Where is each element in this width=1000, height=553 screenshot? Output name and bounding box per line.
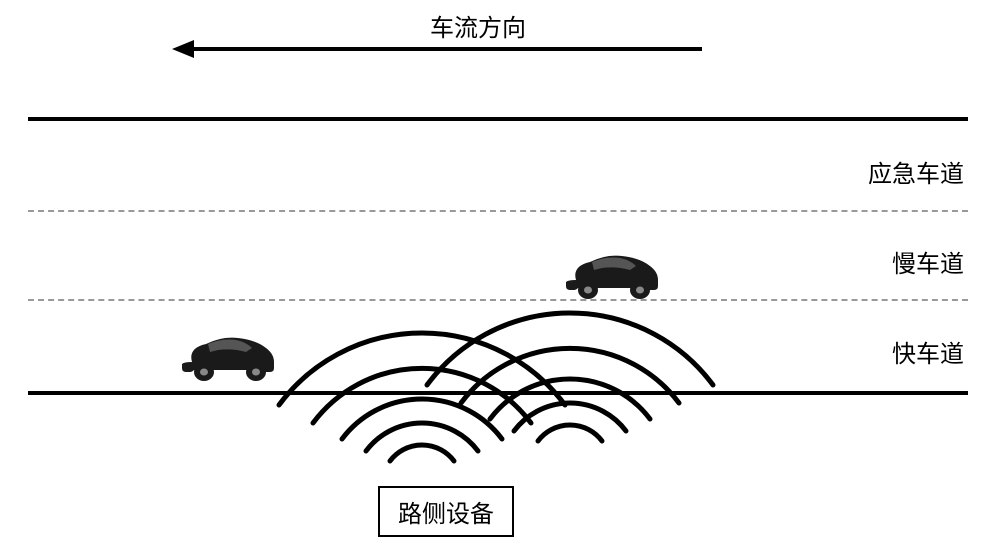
road-top-boundary [28,117,968,121]
arrow-shaft [192,47,702,51]
fast-lane-label: 快车道 [892,334,964,369]
wave-icon [392,265,752,475]
slow-lane-label: 慢车道 [892,244,964,279]
roadside-device-label: 路侧设备 [378,486,514,537]
traffic-direction-label: 车流方向 [430,8,526,43]
signal-waves-right [392,265,752,480]
lane-divider-1 [28,210,968,212]
arrow-head-icon [172,40,194,58]
emergency-lane-label: 应急车道 [868,154,964,189]
